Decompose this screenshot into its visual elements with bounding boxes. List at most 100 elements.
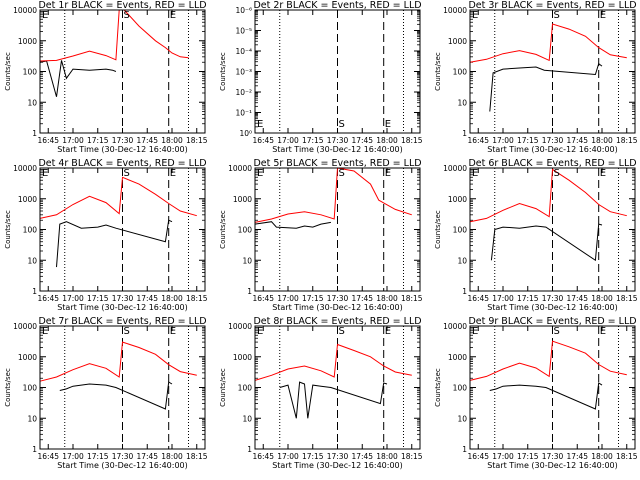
panel-title: Det 7r BLACK = Events, RED = LLD — [38, 316, 206, 327]
y-tick-label: 100 — [23, 68, 38, 77]
x-axis-title: Start Time (30-Dec-12 16:40:00) — [57, 145, 188, 154]
panel-title: Det 9r BLACK = Events, RED = LLD — [468, 316, 636, 327]
marker-label-end-left: E — [257, 326, 263, 337]
panel-9: Det 9r BLACK = Events, RED = LLD 1 10 100 10… — [434, 316, 638, 470]
x-tick-label: 18:15 — [186, 136, 208, 145]
marker-label-end: E — [600, 326, 606, 337]
y-axis-title: Counts/sec — [4, 210, 12, 249]
x-tick-label: 18:00 — [161, 136, 183, 145]
series-lld — [39, 176, 197, 219]
y-tick-label: 10⁻⁶ — [235, 6, 252, 15]
y-tick-label: 10⁻³ — [235, 68, 252, 77]
panel-3: Det 3r BLACK = Events, RED = LLD 1 10 100 10… — [434, 0, 638, 154]
x-tick-label: 17:00 — [492, 136, 514, 145]
y-tick-label: 1000 — [448, 195, 467, 204]
x-tick-label: 18:00 — [376, 294, 398, 303]
marker-label-end: E — [170, 326, 176, 337]
x-axis-title: Start Time (30-Dec-12 16:40:00) — [57, 303, 188, 312]
series-events — [489, 62, 603, 112]
x-tick-label: 17:30 — [542, 136, 564, 145]
marker-label-start: S — [339, 119, 345, 130]
x-tick-label: 17:00 — [277, 294, 299, 303]
y-tick-label: 10000 — [228, 164, 252, 173]
marker-label-end-left: E — [472, 10, 478, 21]
x-tick-label: 17:45 — [566, 294, 588, 303]
series-lld — [254, 167, 412, 223]
x-axis-title: Start Time (30-Dec-12 16:40:00) — [57, 461, 188, 470]
marker-label-start: S — [124, 168, 130, 179]
plot-frame — [254, 9, 421, 134]
y-tick-label: 10 — [242, 414, 252, 423]
x-tick-label: 16:45 — [467, 136, 489, 145]
x-tick-label: 18:00 — [591, 452, 613, 461]
marker-label-end-left: E — [42, 10, 48, 21]
x-tick-label: 18:00 — [376, 452, 398, 461]
x-tick-label: 17:00 — [62, 136, 84, 145]
marker-label-start: S — [554, 168, 560, 179]
y-axis-title: Counts/sec — [219, 52, 227, 91]
plot-frame — [469, 167, 636, 292]
x-tick-label: 17:00 — [492, 452, 514, 461]
y-tick-label: 100 — [453, 226, 468, 235]
y-tick-label: 10000 — [443, 322, 467, 331]
x-tick-label: 18:15 — [401, 136, 423, 145]
panel-title: Det 8r BLACK = Events, RED = LLD — [253, 316, 421, 327]
x-tick-label: 17:45 — [566, 452, 588, 461]
x-tick-label: 17:30 — [542, 452, 564, 461]
x-tick-label: 17:00 — [62, 294, 84, 303]
y-tick-label: 100 — [238, 384, 253, 393]
plot-frame — [39, 167, 206, 292]
series-events — [490, 223, 603, 262]
marker-label-start: S — [124, 326, 130, 337]
marker-label-start: S — [339, 168, 345, 179]
x-tick-label: 18:15 — [401, 294, 423, 303]
y-tick-label: 1 — [462, 287, 467, 296]
y-tick-label: 10 — [457, 256, 467, 265]
y-axis-title: Counts/sec — [4, 52, 12, 91]
x-tick-label: 17:45 — [351, 294, 373, 303]
y-tick-label: 10⁻⁵ — [235, 27, 252, 36]
x-tick-label: 16:45 — [252, 452, 274, 461]
x-tick-label: 17:15 — [87, 294, 109, 303]
y-tick-label: 100 — [23, 226, 38, 235]
x-tick-label: 17:30 — [112, 136, 134, 145]
series-events — [489, 382, 603, 410]
series-lld — [254, 343, 412, 381]
y-tick-label: 10⁰ — [239, 129, 252, 138]
x-tick-label: 18:00 — [376, 136, 398, 145]
x-axis-title: Start Time (30-Dec-12 16:40:00) — [487, 145, 618, 154]
plot-frame — [39, 325, 206, 450]
x-tick-label: 17:15 — [517, 452, 539, 461]
x-tick-label: 18:15 — [616, 294, 638, 303]
marker-label-end-left: E — [42, 168, 48, 179]
panel-1: Det 1r BLACK = Events, RED = LLD 1 10 100 10… — [4, 0, 208, 154]
marker-label-end: E — [600, 10, 606, 21]
panel-2: Det 2r BLACK = Events, RED = LLD 10⁰ 10⁻¹ 1… — [219, 0, 423, 154]
plot-frame — [469, 325, 636, 450]
x-tick-label: 17:00 — [277, 452, 299, 461]
panel-title: Det 1r BLACK = Events, RED = LLD — [38, 0, 206, 11]
y-tick-label: 10 — [457, 414, 467, 423]
series-lld — [39, 341, 197, 382]
y-tick-label: 1000 — [448, 37, 467, 46]
marker-label-end-left: E — [42, 326, 48, 337]
y-tick-label: 10⁻¹ — [235, 109, 252, 118]
series-lld — [469, 340, 627, 381]
x-tick-label: 17:45 — [136, 294, 158, 303]
x-tick-label: 16:45 — [467, 452, 489, 461]
marker-label-start: S — [554, 326, 560, 337]
x-tick-label: 17:45 — [136, 452, 158, 461]
marker-label-start: S — [554, 10, 560, 21]
plot-frame — [469, 9, 636, 134]
plot-frame — [254, 167, 421, 292]
marker-label-end-left: E — [472, 168, 478, 179]
series-lld — [469, 23, 627, 63]
x-axis-title: Start Time (30-Dec-12 16:40:00) — [487, 461, 618, 470]
y-tick-label: 100 — [23, 384, 38, 393]
x-tick-label: 16:45 — [467, 294, 489, 303]
panel-6: Det 6r BLACK = Events, RED = LLD 1 10 100 10… — [434, 158, 638, 312]
y-axis-title: Counts/sec — [4, 368, 12, 407]
y-tick-label: 100 — [238, 226, 253, 235]
panel-title: Det 3r BLACK = Events, RED = LLD — [468, 0, 636, 11]
y-tick-label: 1000 — [18, 37, 37, 46]
